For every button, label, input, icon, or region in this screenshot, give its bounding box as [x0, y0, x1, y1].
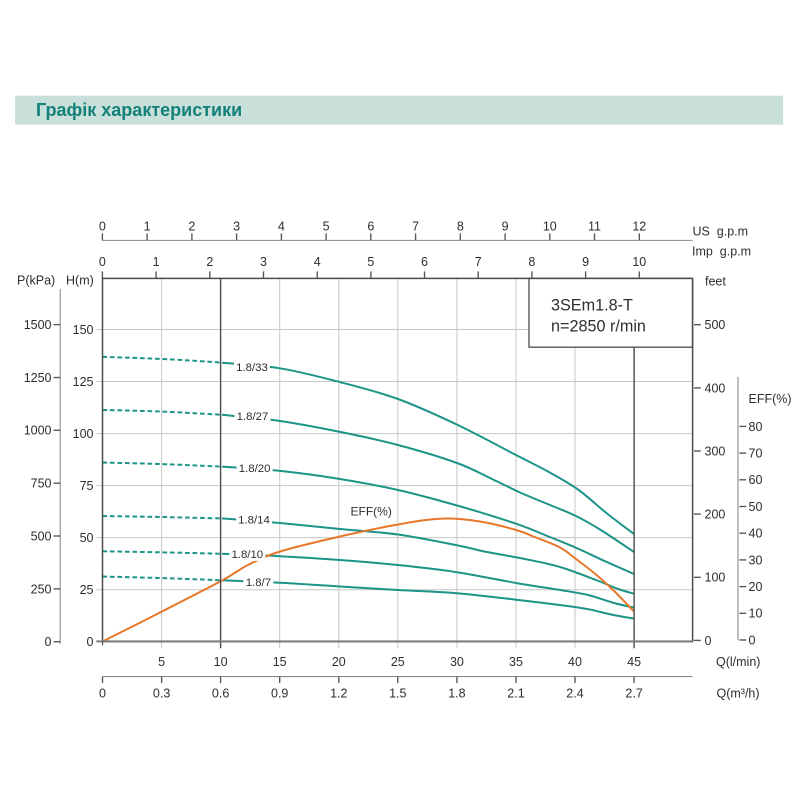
svg-text:1.8/20: 1.8/20	[239, 463, 271, 475]
svg-text:4: 4	[314, 255, 321, 269]
svg-text:Q(l/min): Q(l/min)	[716, 655, 760, 669]
svg-text:500: 500	[31, 529, 52, 543]
svg-text:0.3: 0.3	[153, 687, 170, 701]
svg-text:1.8/10: 1.8/10	[231, 549, 263, 561]
svg-text:0: 0	[99, 220, 106, 234]
svg-text:1.2: 1.2	[330, 687, 347, 701]
svg-text:0: 0	[705, 634, 712, 648]
svg-text:1.5: 1.5	[389, 687, 406, 701]
svg-text:4: 4	[278, 220, 285, 234]
svg-text:30: 30	[749, 553, 763, 567]
svg-text:50: 50	[749, 500, 763, 514]
svg-text:12: 12	[632, 220, 646, 234]
svg-text:60: 60	[749, 473, 763, 487]
svg-text:2.4: 2.4	[566, 687, 583, 701]
svg-text:15: 15	[273, 655, 287, 669]
svg-text:P(kPa): P(kPa)	[17, 274, 55, 288]
svg-text:0: 0	[99, 687, 106, 701]
svg-text:3SEm1.8-T: 3SEm1.8-T	[551, 297, 633, 315]
svg-text:0.6: 0.6	[212, 687, 229, 701]
svg-text:2: 2	[188, 220, 195, 234]
svg-text:1.8: 1.8	[448, 687, 465, 701]
svg-text:0: 0	[87, 635, 94, 649]
svg-text:9: 9	[502, 220, 509, 234]
svg-text:7: 7	[475, 255, 482, 269]
svg-text:n=2850 r/min: n=2850 r/min	[551, 318, 646, 336]
svg-text:200: 200	[705, 508, 726, 522]
svg-text:25: 25	[80, 583, 94, 597]
svg-text:20: 20	[749, 580, 763, 594]
svg-text:1: 1	[144, 220, 151, 234]
svg-text:6: 6	[367, 220, 374, 234]
svg-text:45: 45	[627, 655, 641, 669]
svg-text:25: 25	[391, 655, 405, 669]
svg-text:2.7: 2.7	[625, 687, 642, 701]
svg-text:1.8/27: 1.8/27	[237, 411, 269, 423]
svg-text:1: 1	[153, 255, 160, 269]
svg-text:EFF(%): EFF(%)	[749, 392, 792, 406]
svg-text:1500: 1500	[24, 318, 52, 332]
svg-text:100: 100	[73, 427, 94, 441]
svg-text:150: 150	[73, 323, 94, 337]
svg-text:3: 3	[260, 255, 267, 269]
svg-text:10: 10	[749, 607, 763, 621]
svg-text:20: 20	[332, 655, 346, 669]
svg-text:125: 125	[73, 375, 94, 389]
svg-text:5: 5	[367, 255, 374, 269]
svg-text:US g.p.m: US g.p.m	[693, 225, 749, 239]
svg-text:1250: 1250	[24, 371, 52, 385]
svg-text:0: 0	[45, 635, 52, 649]
svg-text:50: 50	[80, 531, 94, 545]
svg-text:750: 750	[31, 477, 52, 491]
svg-text:40: 40	[568, 655, 582, 669]
svg-text:250: 250	[31, 582, 52, 596]
svg-text:Imp g.p.m: Imp g.p.m	[692, 245, 751, 259]
svg-text:300: 300	[705, 444, 726, 458]
svg-text:feet: feet	[705, 275, 726, 289]
svg-text:0: 0	[749, 633, 756, 647]
svg-text:5: 5	[323, 220, 330, 234]
svg-text:7: 7	[412, 220, 419, 234]
svg-text:400: 400	[705, 381, 726, 395]
svg-text:70: 70	[749, 447, 763, 461]
svg-text:10: 10	[543, 220, 557, 234]
svg-text:35: 35	[509, 655, 523, 669]
svg-text:8: 8	[457, 220, 464, 234]
svg-text:1000: 1000	[24, 424, 52, 438]
svg-text:0: 0	[99, 255, 106, 269]
svg-text:1.8/7: 1.8/7	[246, 577, 271, 589]
svg-text:5: 5	[158, 655, 165, 669]
svg-text:Графік характеристики: Графік характеристики	[36, 100, 242, 120]
svg-text:2: 2	[206, 255, 213, 269]
svg-text:30: 30	[450, 655, 464, 669]
svg-text:10: 10	[214, 655, 228, 669]
svg-text:3: 3	[233, 220, 240, 234]
svg-text:11: 11	[588, 220, 601, 234]
svg-text:EFF(%): EFF(%)	[351, 505, 392, 519]
svg-text:6: 6	[421, 255, 428, 269]
svg-text:75: 75	[80, 479, 94, 493]
svg-text:1.8/14: 1.8/14	[238, 514, 270, 526]
svg-text:500: 500	[705, 318, 726, 332]
svg-text:2.1: 2.1	[507, 687, 524, 701]
svg-text:Q(m³/h): Q(m³/h)	[717, 687, 760, 701]
svg-text:1.8/33: 1.8/33	[236, 362, 268, 374]
svg-text:H(m): H(m)	[66, 274, 94, 288]
svg-text:40: 40	[749, 527, 763, 541]
svg-text:100: 100	[705, 571, 726, 585]
svg-text:10: 10	[632, 255, 646, 269]
svg-text:80: 80	[749, 420, 763, 434]
svg-text:9: 9	[582, 255, 589, 269]
svg-text:8: 8	[528, 255, 535, 269]
svg-text:0.9: 0.9	[271, 687, 288, 701]
